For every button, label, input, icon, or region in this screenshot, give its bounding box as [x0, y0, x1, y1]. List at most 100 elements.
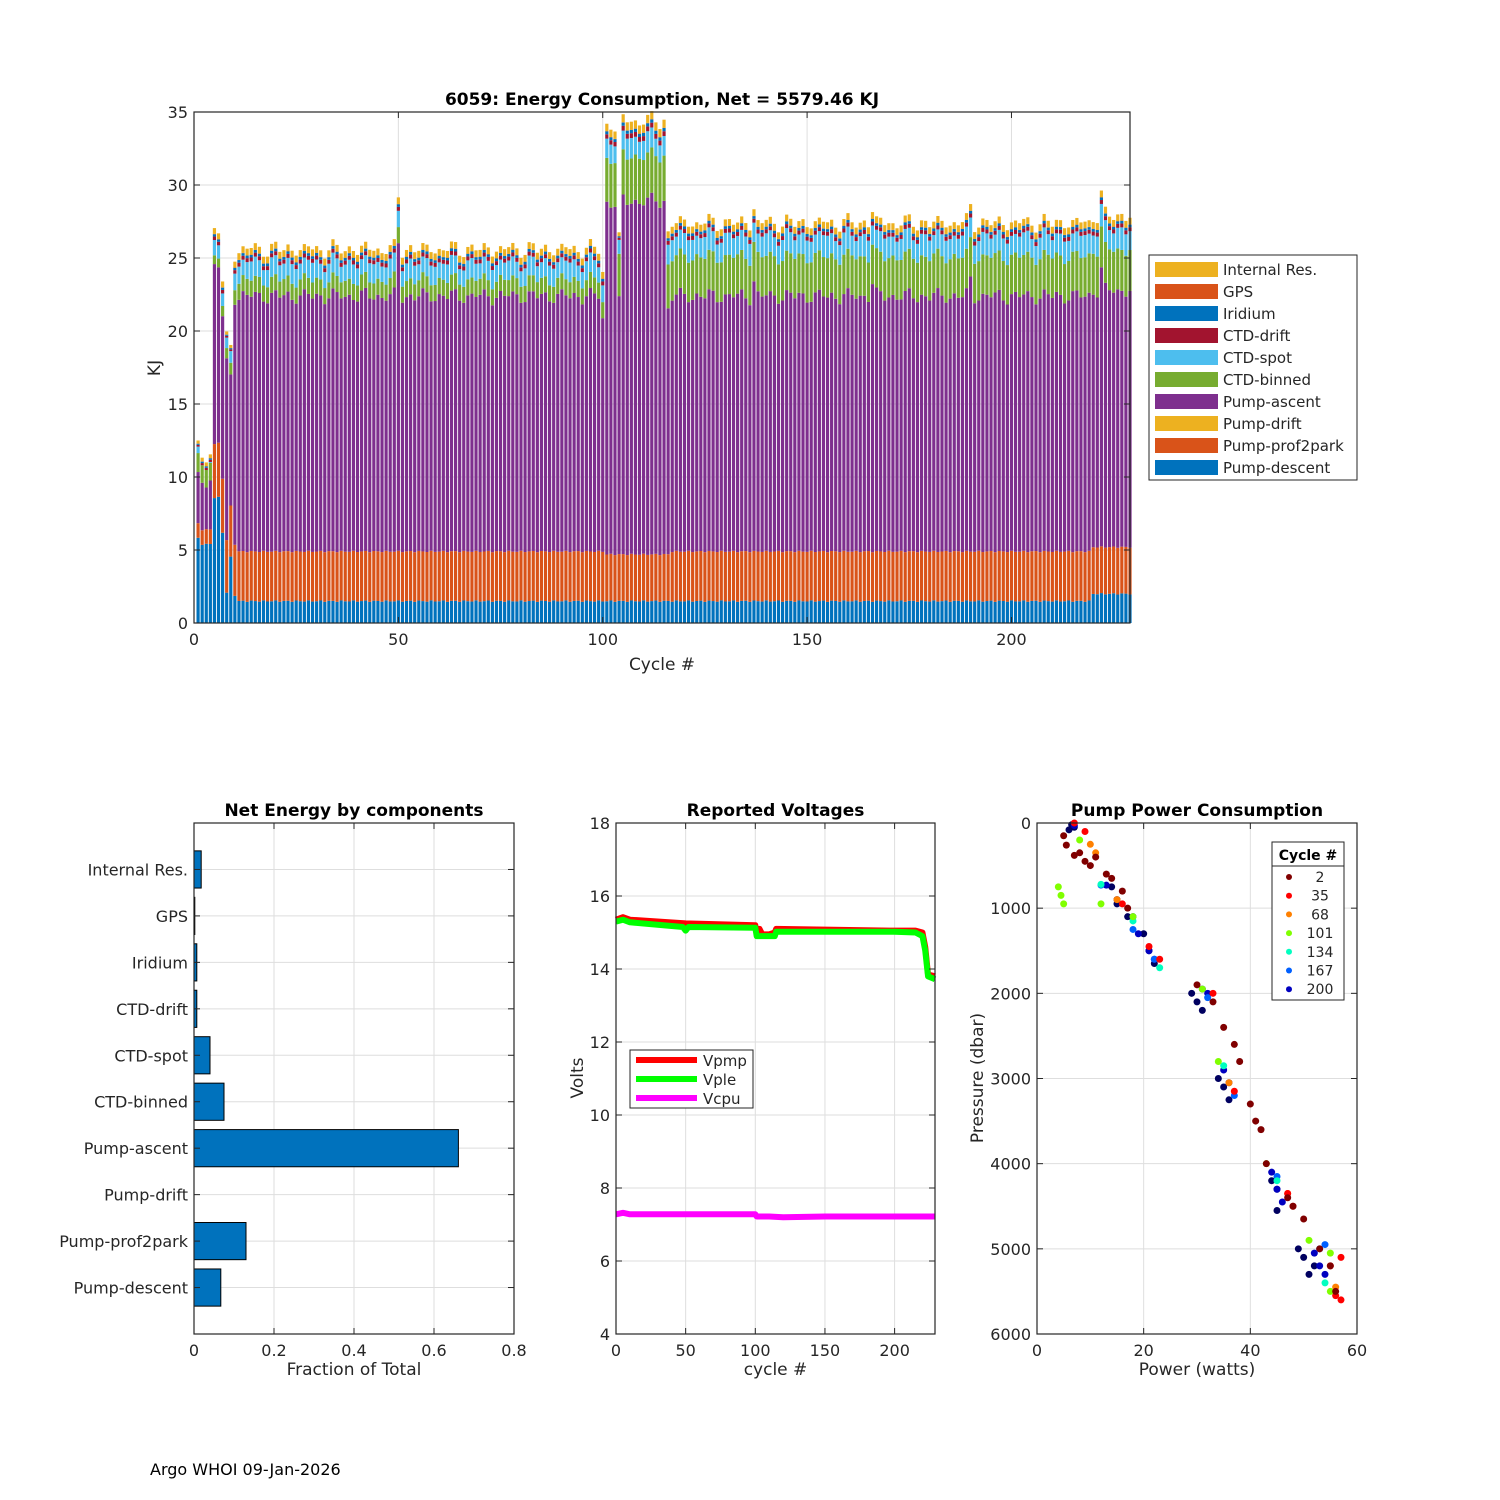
bar-ctd-drift [772, 233, 776, 238]
bar-ctd-drift [1030, 235, 1034, 240]
bar-pump-ascent [257, 292, 261, 553]
bar-ctd-spot [858, 236, 862, 257]
bar-pump-ascent [556, 293, 560, 552]
bar-pump-descent [981, 601, 985, 623]
bar-iridium [1046, 227, 1050, 231]
bar-pump-prof2park [883, 552, 887, 602]
bar-internal-res- [441, 250, 445, 257]
y-axis-label: Pressure (dbar) [968, 1013, 988, 1143]
bar-iridium [1099, 197, 1103, 201]
bar-ctd-spot [1095, 236, 1099, 257]
bar-pump-ascent [670, 300, 674, 553]
bar-ctd-spot [850, 235, 854, 256]
bar-pump-descent [625, 601, 629, 623]
bar-ctd-drift [359, 255, 364, 260]
scatter-point [1316, 1245, 1324, 1253]
bar-iridium [703, 230, 707, 234]
bar-pump-ascent [306, 293, 311, 551]
bar-internal-res- [805, 227, 809, 234]
bar-pump-prof2park [899, 550, 903, 601]
bar-ctd-drift [1034, 242, 1038, 247]
bar-ctd-binned [568, 282, 572, 299]
bar-pump-descent [478, 601, 482, 623]
bar-ctd-binned [572, 276, 576, 293]
bar-ctd-drift [736, 232, 740, 236]
bar-ctd-spot [686, 240, 691, 263]
bar-ctd-binned [462, 286, 466, 303]
bar-ctd-drift [425, 254, 429, 259]
bar-iridium [813, 228, 817, 231]
bar-iridium [944, 234, 948, 237]
bar-ctd-binned [772, 256, 776, 296]
bar-pump-prof2park [319, 550, 323, 601]
bar-pump-descent [952, 600, 956, 623]
y-tick-label: 35 [168, 103, 188, 122]
bar-pump-descent [1091, 593, 1095, 623]
bar-ctd-spot [613, 146, 617, 164]
bar-iridium [376, 255, 380, 259]
bar-pump-prof2park [830, 551, 834, 601]
bar-iridium [368, 256, 372, 260]
bar-pump-ascent [977, 300, 981, 551]
bar-pump-ascent [494, 297, 499, 552]
bar-pump-prof2park [441, 550, 445, 601]
scatter-point [1209, 989, 1217, 997]
bar-ctd-drift [200, 463, 204, 466]
bar-ctd-drift [601, 281, 605, 286]
bar-ctd-binned [364, 271, 368, 288]
bar-pump-descent [629, 600, 633, 623]
bar-ctd-spot [372, 264, 376, 284]
bar-ctd-binned [764, 255, 768, 296]
legend: Internal Res.GPSIridiumCTD-driftCTD-spot… [1148, 254, 1358, 481]
bar-ctd-binned [527, 275, 531, 292]
bar-pump-ascent [331, 288, 335, 552]
bar-ctd-drift [785, 224, 789, 229]
bar-pump-descent [286, 600, 290, 623]
bar-ctd-binned [625, 159, 629, 205]
bar-ctd-spot [208, 461, 212, 463]
bar-pump-ascent [960, 297, 965, 553]
bar-ctd-spot [789, 232, 793, 254]
bar-iridium [196, 443, 200, 445]
scatter-point [1198, 985, 1206, 993]
bar-pump-ascent [924, 296, 928, 552]
bar-pump-prof2park [588, 551, 593, 602]
bar-ctd-spot [592, 260, 597, 278]
bar-pump-descent [821, 600, 826, 623]
bar-pump-descent [445, 601, 450, 623]
bar-ctd-drift [780, 236, 785, 241]
y-tick-label: 12 [590, 1033, 610, 1052]
bar-pump-ascent [368, 298, 372, 553]
bar-pump-prof2park [233, 544, 237, 596]
bar-pump-descent [1005, 601, 1009, 623]
bar-ctd-drift [449, 250, 454, 255]
bar-ctd-drift [233, 270, 237, 274]
bar-ctd-drift [1050, 236, 1054, 241]
bar-ctd-binned [870, 244, 875, 285]
bar-internal-res- [821, 221, 826, 229]
bar-pump-prof2park [200, 530, 204, 545]
bar-ctd-spot [993, 234, 997, 254]
bar-iridium [355, 261, 360, 265]
bar-ctd-binned [809, 262, 813, 302]
bar-pump-ascent [221, 316, 225, 479]
bar-pump-descent [613, 601, 617, 623]
bar-ctd-spot [1018, 236, 1022, 258]
bar-ctd-drift [225, 335, 229, 338]
bar-ctd-spot [911, 240, 915, 259]
scatter-point [1273, 1207, 1281, 1215]
bar-pump-descent [915, 601, 920, 623]
bar-ctd-binned [1018, 257, 1022, 298]
bar-ctd-drift [891, 232, 895, 237]
bar-ctd-spot [1063, 241, 1067, 265]
legend-entry: Pump-drift [1223, 415, 1302, 433]
bar-ctd-drift [1005, 239, 1009, 244]
bar-pump-ascent [1005, 304, 1009, 553]
bar-pump-descent [932, 600, 936, 623]
bar-ctd-drift [429, 261, 433, 266]
bar-pump-prof2park [789, 551, 793, 601]
bar-iridium [413, 259, 417, 262]
bar-internal-res- [952, 222, 956, 229]
bar-ctd-drift [948, 235, 952, 240]
bar-iridium [572, 252, 576, 256]
